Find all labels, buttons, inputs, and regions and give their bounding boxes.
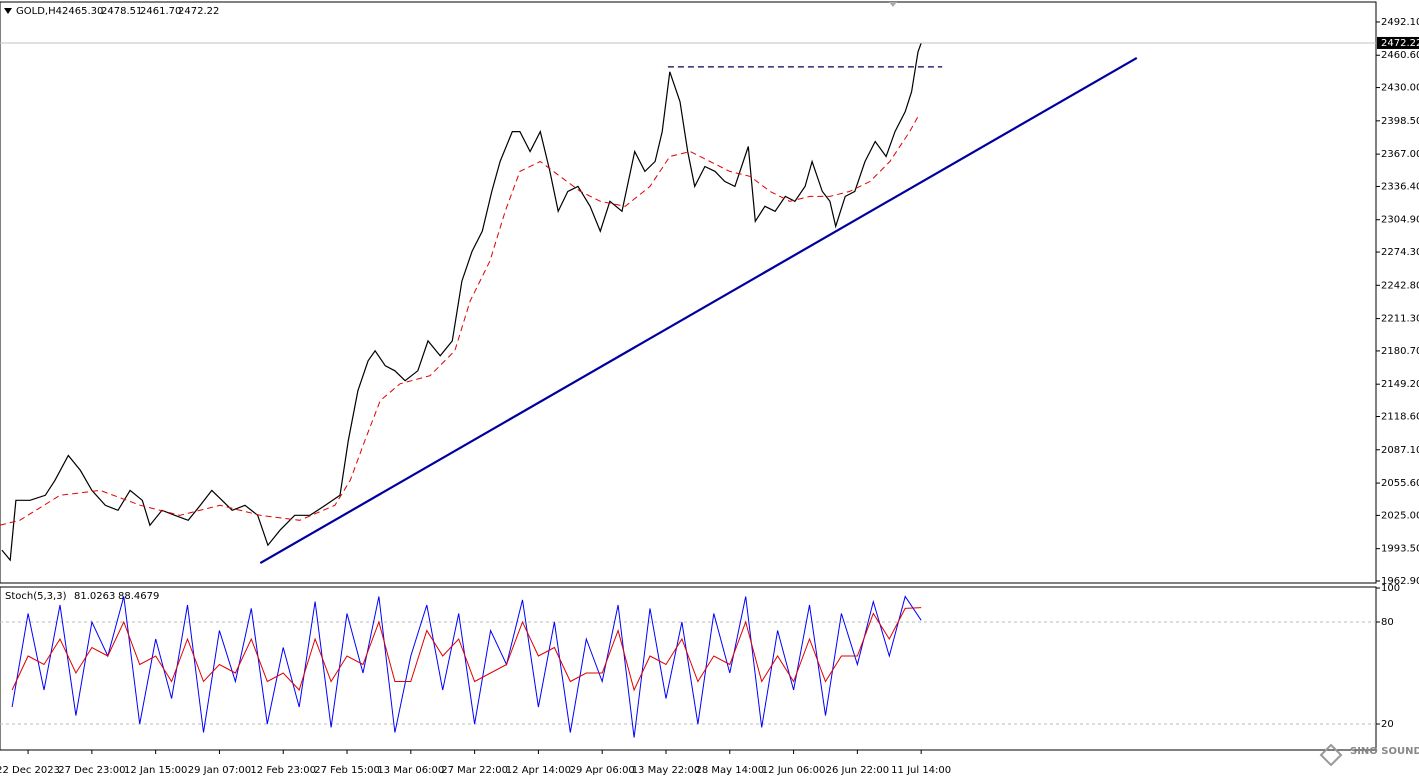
y-tick-label: 2242.80 [1381,280,1419,291]
y-tick-label: 1962.90 [1381,576,1419,587]
trend-line [259,56,1138,565]
open: 2465.30 [62,6,103,17]
x-tick-label: 12 Jan 15:00 [124,765,187,776]
x-tick-label: 12 Jun 06:00 [762,765,826,776]
y-tick-label: 2336.40 [1381,181,1419,192]
low: 2461.70 [140,6,181,17]
x-tick-label: 12 Apr 14:00 [506,765,571,776]
watermark-logo: SINO SOUND [1319,743,1419,767]
price-tag [1377,36,1419,49]
y-tick-label: 2492.10 [1381,17,1419,28]
y-tick-label: 2149.20 [1381,379,1419,390]
price-tag-label: 2472.22 [1381,38,1419,49]
x-tick-label: 29 Apr 06:00 [570,765,635,776]
y-tick-label: 20 [1381,719,1394,730]
y-tick-label: 2460.60 [1381,50,1419,61]
price-line [1,42,922,562]
main-panel-border [0,1,1377,584]
y-tick-label: 80 [1381,617,1394,628]
x-tick-label: 11 Jul 14:00 [891,765,951,776]
y-tick-label: 2211.30 [1381,314,1419,325]
stoch-signal [11,607,922,692]
y-tick-label: 2274.30 [1381,247,1419,258]
y-tick-label: 2087.10 [1381,445,1419,456]
y-tick-label: 2025.00 [1381,510,1419,521]
x-tick-label: 12 Feb 23:00 [250,765,316,776]
y-tick-label: 2180.70 [1381,346,1419,357]
x-tick-label: 29 Jan 07:00 [188,765,251,776]
symbol: GOLD,H4 [16,6,62,17]
y-tick-label: 2367.00 [1381,149,1419,160]
y-tick-label: 2304.90 [1381,215,1419,226]
x-tick-label: 26 Jun 22:00 [826,765,890,776]
x-tick-label: 27 Dec 23:00 [58,765,125,776]
x-tick-label: 13 Mar 06:00 [377,765,444,776]
x-tick-label: 27 Feb 15:00 [314,765,380,776]
symbol-arrow [4,8,12,14]
shift-marker [889,2,897,7]
y-tick-label: 100 [1381,583,1400,594]
y-tick-label: 2118.60 [1381,412,1419,423]
x-tick-label: 28 May 14:00 [695,765,764,776]
y-tick-label: 2398.50 [1381,116,1419,127]
stoch-signal-value: 88.4679 [118,591,159,602]
y-tick-label: 1993.50 [1381,544,1419,555]
x-tick-label: 13 May 22:00 [632,765,701,776]
stoch-panel-border [0,586,1377,751]
moving-average [0,116,919,526]
high: 2478.51 [101,6,142,17]
logo-icon [1319,743,1343,767]
close: 2472.22 [178,6,219,17]
y-tick-label: 2430.00 [1381,83,1419,94]
x-tick-label: 22 Dec 2023 [0,765,60,776]
x-tick-label: 27 Mar 22:00 [441,765,508,776]
y-tick-label: 2055.60 [1381,478,1419,489]
stoch-main-value: 81.0263 [74,591,115,602]
watermark: SINO SOUND [1350,746,1419,757]
stoch-title: Stoch(5,3,3) [5,591,67,602]
